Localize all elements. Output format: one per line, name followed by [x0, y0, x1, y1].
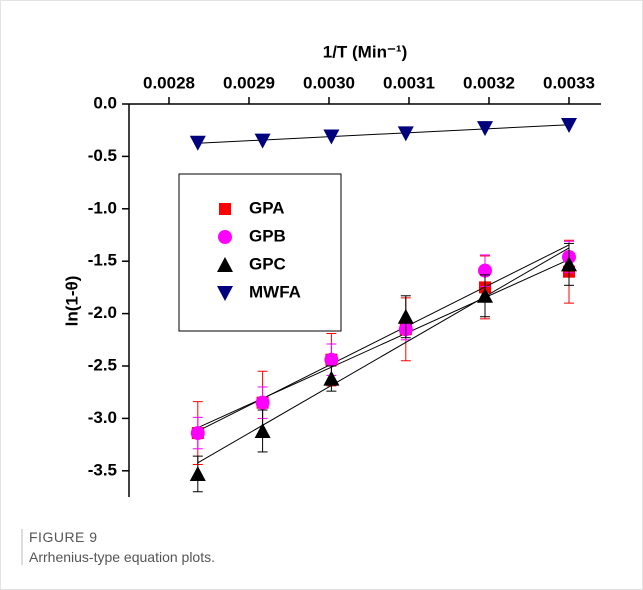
marker — [254, 422, 271, 438]
y-tick-label: -3.0 — [88, 408, 117, 427]
legend-label: GPC — [249, 254, 286, 273]
y-tick-label: -2.5 — [88, 355, 117, 374]
marker — [397, 308, 414, 324]
marker — [217, 257, 233, 272]
x-tick-label: 0.0031 — [383, 73, 435, 92]
y-tick-label: -3.5 — [88, 460, 117, 479]
caption: FIGURE 9 Arrhenius-type equation plots. — [21, 529, 215, 565]
chart: 1/T (Min⁻¹) ln(1-θ) 0.0028 0.0029 0.0030 0.… — [62, 42, 601, 497]
y-axis-title: ln(1-θ) — [62, 276, 81, 327]
x-tick-label: 0.0030 — [303, 73, 355, 92]
marker — [323, 370, 340, 386]
marker — [477, 287, 493, 303]
marker — [323, 129, 340, 145]
x-axis-title: 1/T (Min⁻¹) — [323, 42, 408, 61]
fit-line — [197, 124, 570, 144]
marker — [561, 117, 577, 133]
marker — [189, 135, 206, 151]
x-tick-label: 0.0033 — [543, 73, 595, 92]
marker — [190, 426, 205, 441]
marker — [324, 352, 339, 367]
y-tick-label: -1.0 — [88, 198, 117, 217]
x-tick-label: 0.0028 — [143, 73, 195, 92]
y-tick-label: -2.0 — [88, 303, 117, 322]
y-tick-label: -0.5 — [88, 146, 117, 165]
marker — [397, 126, 414, 142]
fit-line — [197, 247, 570, 464]
legend-label: MWFA — [249, 282, 301, 301]
marker — [255, 395, 270, 410]
marker — [254, 133, 271, 149]
marker — [217, 286, 233, 301]
legend-label: GPA — [249, 198, 285, 217]
marker — [561, 256, 577, 272]
marker — [477, 121, 493, 137]
x-tick-label: 0.0029 — [223, 73, 275, 92]
marker — [478, 263, 492, 278]
y-tick-label: -1.5 — [88, 251, 117, 270]
legend-label: GPB — [249, 226, 286, 245]
marker — [219, 203, 231, 215]
marker — [189, 465, 206, 481]
x-tick-label: 0.0032 — [463, 73, 515, 92]
legend-box — [178, 173, 342, 332]
caption-label: FIGURE 9 — [29, 529, 98, 545]
y-tick-label: 0.0 — [93, 93, 117, 112]
caption-text: Arrhenius-type equation plots. — [29, 549, 215, 565]
marker — [218, 230, 232, 244]
